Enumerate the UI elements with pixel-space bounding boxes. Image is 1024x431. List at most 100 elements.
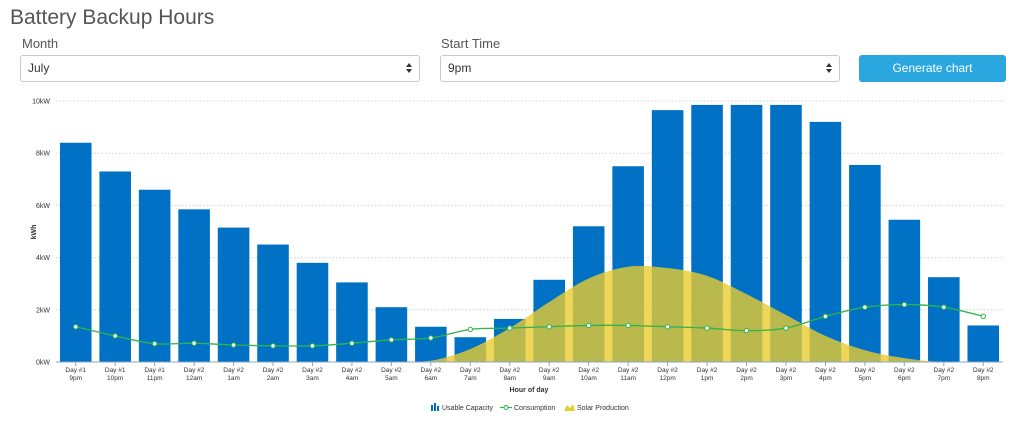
legend-label-usable-capacity: Usable Capacity	[442, 405, 493, 412]
x-tick-label-hour: 8am	[503, 375, 516, 382]
start-time-select[interactable]: 9pm	[440, 55, 840, 82]
select-caret-icon	[406, 63, 412, 73]
bar-usable-capacity	[99, 171, 131, 362]
bar-usable-capacity	[691, 104, 723, 362]
x-tick-label-day: Day #2	[657, 367, 678, 374]
bar-usable-capacity	[651, 110, 684, 362]
bar-usable-capacity	[928, 277, 960, 362]
x-tick-label-day: Day #2	[934, 367, 955, 374]
bar-usable-capacity	[888, 219, 921, 362]
x-tick-label-hour: 5pm	[859, 375, 872, 382]
month-label: Month	[22, 36, 59, 51]
bar-usable-capacity	[178, 209, 210, 362]
bar-usable-capacity	[217, 227, 250, 362]
bar-usable-capacity	[296, 262, 329, 362]
x-tick-label-day: Day #1	[65, 367, 86, 374]
point-consumption	[901, 301, 908, 308]
legend-bar-icon-part	[437, 406, 439, 411]
x-tick-label-hour: 5am	[385, 375, 398, 382]
point-consumption	[704, 325, 710, 331]
legend-item-solar-production[interactable]: Solar Production	[564, 404, 629, 412]
x-tick-label-hour: 1pm	[701, 375, 714, 382]
point-consumption	[783, 325, 789, 331]
bar-usable-capacity	[257, 244, 289, 362]
legend-item-usable-capacity[interactable]: Usable Capacity	[431, 403, 493, 412]
x-tick-label-hour: 8pm	[977, 375, 990, 382]
point-consumption	[151, 341, 158, 347]
generate-chart-button[interactable]: Generate chart	[859, 55, 1006, 82]
point-consumption	[743, 327, 750, 334]
x-tick-label-day: Day #2	[539, 367, 560, 374]
x-tick-label-day: Day #2	[973, 367, 994, 374]
point-consumption	[230, 342, 237, 348]
y-tick-label: 0kW	[36, 360, 50, 367]
legend-graphics: Usable Capacity Consumption Solar Produc…	[431, 403, 629, 412]
bar-usable-capacity	[967, 325, 1000, 362]
legend-area-icon	[564, 404, 575, 411]
x-tick-label-day: Day #2	[223, 367, 244, 374]
y-tick-label: 2kW	[36, 307, 50, 314]
x-tick-label-day: Day #2	[697, 367, 718, 374]
bar-usable-capacity	[770, 104, 802, 362]
x-tick-label-day: Day #2	[342, 367, 363, 374]
point-consumption	[349, 340, 355, 346]
x-tick-label-day: Day #1	[105, 367, 126, 374]
x-tick-label-hour: 12am	[186, 375, 202, 382]
x-tick-label-day: Day #2	[460, 367, 481, 374]
x-tick-label-hour: 12pm	[659, 375, 675, 382]
bar-usable-capacity	[612, 166, 644, 362]
x-tick-label-day: Day #2	[855, 367, 876, 374]
point-consumption	[822, 313, 829, 320]
x-tick-label-hour: 3pm	[780, 375, 793, 382]
select-caret-icon	[826, 63, 832, 73]
bar-usable-capacity	[375, 307, 408, 362]
y-tick-label: 8kW	[36, 151, 50, 158]
x-tick-label-hour: 7pm	[937, 375, 950, 382]
point-consumption	[467, 326, 474, 333]
x-tick-label-hour: 4am	[346, 375, 359, 382]
point-consumption	[270, 343, 276, 349]
x-axis-label: Hour of day	[510, 387, 549, 394]
point-consumption	[388, 337, 395, 343]
x-tick-label-day: Day #2	[736, 367, 757, 374]
x-tick-label-hour: 4pm	[819, 375, 832, 382]
x-tick-label-hour: 7am	[464, 375, 477, 382]
month-select[interactable]: July	[20, 55, 420, 82]
bar-usable-capacity	[59, 142, 92, 362]
point-consumption	[309, 343, 316, 349]
point-consumption	[73, 324, 79, 330]
x-tick-label-hour: 2pm	[740, 375, 753, 382]
legend-bar-icon	[431, 405, 433, 411]
x-tick-label-day: Day #2	[263, 367, 284, 374]
x-tick-label-hour: 1am	[227, 375, 240, 382]
bar-usable-capacity	[493, 318, 526, 362]
bar-usable-capacity	[336, 282, 368, 362]
bar-usable-capacity	[572, 226, 605, 362]
point-consumption	[941, 304, 947, 310]
start-time-select-value: 9pm	[448, 61, 472, 75]
y-axis-label: kWh	[31, 225, 38, 240]
page-title: Battery Backup Hours	[10, 6, 215, 29]
point-consumption	[664, 324, 671, 330]
line-series-consumption	[73, 301, 986, 349]
area-solar-production	[75, 265, 984, 362]
x-tick-label-hour: 3am	[306, 375, 319, 382]
legend-item-consumption[interactable]: Consumption	[500, 405, 555, 412]
legend-label-consumption: Consumption	[514, 405, 555, 412]
y-tick-label: 6kW	[36, 203, 50, 210]
point-consumption	[507, 325, 513, 331]
x-tick-label-day: Day #2	[184, 367, 205, 374]
month-select-value: July	[28, 61, 50, 75]
bar-usable-capacity	[138, 189, 171, 362]
bar-usable-capacity	[849, 164, 881, 362]
x-tick-label-hour: 10pm	[107, 375, 123, 382]
bar-usable-capacity	[415, 326, 447, 362]
y-axis: 0kW 2kW 4kW 6kW 8kW 10kW	[32, 99, 50, 367]
x-tick-label-hour: 10am	[581, 375, 597, 382]
x-tick-label-hour: 11pm	[147, 375, 163, 382]
x-tick-label-hour: 9pm	[69, 375, 82, 382]
x-tick-label-day: Day #2	[894, 367, 915, 374]
x-tick-label-day: Day #2	[776, 367, 797, 374]
legend-label-solar-production: Solar Production	[577, 405, 629, 412]
